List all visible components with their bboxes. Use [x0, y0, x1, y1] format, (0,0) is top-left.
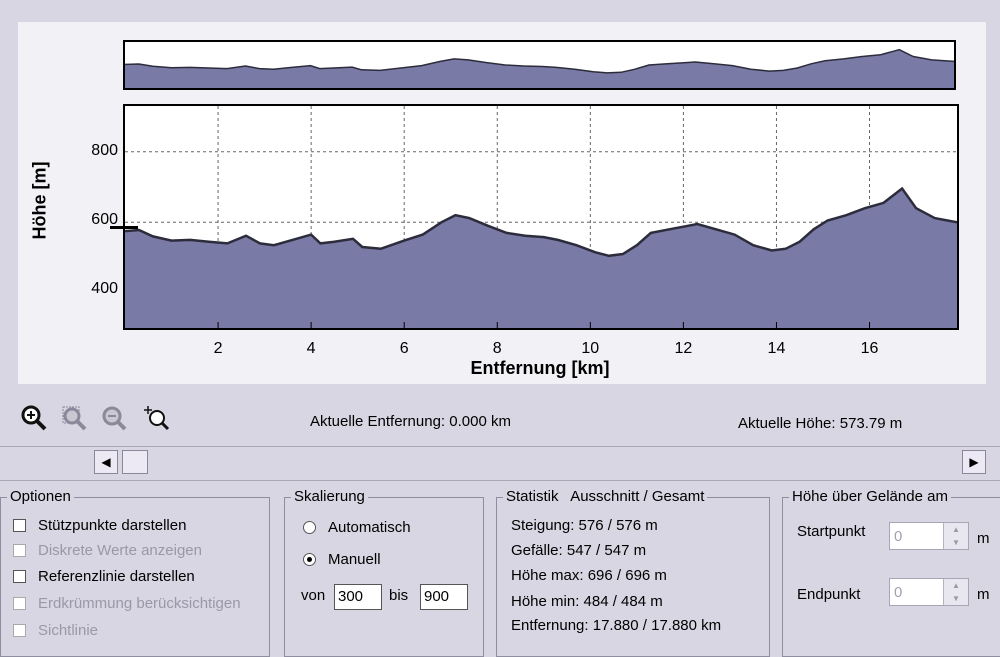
x-axis-label: Entfernung [km]	[470, 358, 610, 378]
radio-button[interactable]	[303, 520, 316, 534]
x-tick-label: 4	[306, 340, 316, 357]
option-label: Stützpunkte darstellen	[38, 516, 187, 534]
unit-label: m	[977, 586, 990, 603]
divider	[0, 480, 1000, 481]
option-discrete-values[interactable]: Diskrete Werte anzeigen	[13, 539, 202, 561]
overview-chart[interactable]	[123, 40, 956, 90]
option-show-vertices[interactable]: Stützpunkte darstellen	[13, 514, 186, 536]
ground-height-title: Höhe über Gelände am	[789, 488, 951, 505]
elevation-line	[125, 48, 954, 74]
scale-to-input[interactable]: 900	[420, 584, 468, 610]
end-height-spinner[interactable]: 0 ▲ ▼	[889, 578, 969, 606]
option-label: Diskrete Werte anzeigen	[38, 541, 202, 559]
option-line-of-sight[interactable]: Sichtlinie	[13, 619, 98, 641]
x-tick-label: 16	[860, 340, 879, 357]
checkbox[interactable]	[13, 569, 26, 583]
checkbox[interactable]	[13, 596, 26, 610]
spin-down-button[interactable]: ▼	[943, 592, 968, 605]
y-axis-label: Höhe [m]	[29, 161, 50, 240]
statistics-group: Statistik Ausschnitt / Gesamt Steigung: …	[496, 488, 770, 657]
ground-height-group: Höhe über Gelände am Startpunkt 0 ▲ ▼ m …	[782, 488, 1000, 657]
scroll-left-button[interactable]: ◀	[94, 450, 118, 474]
start-height-spinner[interactable]: 0 ▲ ▼	[889, 522, 969, 550]
option-label: Sichtlinie	[38, 621, 99, 639]
spin-up-button[interactable]: ▲	[943, 579, 968, 592]
zoom-fit-icon[interactable]	[142, 404, 170, 432]
option-label: Referenzlinie darstellen	[38, 567, 195, 585]
spinner-value: 0	[894, 584, 903, 601]
scroll-thumb[interactable]	[122, 450, 148, 474]
horizontal-scrollbar[interactable]: ◀ ▶	[94, 450, 988, 476]
radio-automatic[interactable]: Automatisch	[303, 516, 411, 538]
options-title: Optionen	[7, 488, 74, 505]
checkbox[interactable]	[13, 518, 26, 532]
unit-label: m	[977, 530, 990, 547]
radio-label: Automatisch	[328, 518, 411, 536]
x-tick-label: 12	[674, 340, 693, 357]
x-tick-label: 8	[492, 340, 502, 357]
end-label: Endpunkt	[797, 586, 861, 603]
zoom-out-icon[interactable]	[100, 404, 128, 432]
stat-min-height: Höhe min: 484 / 484 m	[511, 593, 663, 610]
zoom-in-icon[interactable]	[20, 404, 48, 432]
x-tick-label: 10	[581, 340, 600, 357]
options-group: Optionen Stützpunkte darstellen Diskrete…	[0, 488, 270, 657]
option-reference-line[interactable]: Referenzlinie darstellen	[13, 565, 195, 587]
statistics-title: Statistik Ausschnitt / Gesamt	[503, 488, 708, 505]
current-distance: Aktuelle Entfernung: 0.000 km	[310, 413, 511, 430]
scaling-group: Skalierung Automatisch Manuell von 300 b…	[284, 488, 484, 657]
from-label: von	[301, 587, 326, 604]
spinner-value: 0	[894, 528, 903, 545]
x-tick-label: 6	[399, 340, 409, 357]
spin-up-button[interactable]: ▲	[943, 523, 968, 536]
elevation-area	[125, 188, 957, 328]
to-label: bis	[389, 587, 409, 604]
zoom-area-icon[interactable]	[60, 404, 88, 432]
x-tick-label: 2	[213, 340, 223, 357]
radio-label: Manuell	[328, 550, 381, 568]
y-tick-label: 400	[91, 280, 118, 297]
stat-max-height: Höhe max: 696 / 696 m	[511, 567, 667, 584]
reference-marker	[110, 226, 138, 229]
divider	[0, 446, 1000, 447]
scaling-title: Skalierung	[291, 488, 368, 505]
option-label: Erdkrümmung berücksichtigen	[38, 594, 241, 612]
x-tick-label: 14	[767, 340, 786, 357]
elevation-area	[125, 49, 954, 88]
checkbox[interactable]	[13, 543, 26, 557]
start-label: Startpunkt	[797, 523, 866, 540]
checkbox[interactable]	[13, 623, 26, 637]
y-tick-label: 600	[91, 211, 118, 228]
elevation-chart[interactable]	[123, 104, 959, 330]
y-tick-label: 800	[91, 142, 118, 159]
radio-button[interactable]	[303, 552, 316, 566]
stat-ascent: Steigung: 576 / 576 m	[511, 517, 658, 534]
spin-down-button[interactable]: ▼	[943, 536, 968, 549]
stat-descent: Gefälle: 547 / 547 m	[511, 542, 647, 559]
option-earth-curvature[interactable]: Erdkrümmung berücksichtigen	[13, 592, 241, 614]
stat-distance: Entfernung: 17.880 / 17.880 km	[511, 617, 722, 634]
radio-manual[interactable]: Manuell	[303, 548, 381, 570]
current-height: Aktuelle Höhe: 573.79 m	[738, 415, 903, 432]
scroll-right-button[interactable]: ▶	[962, 450, 986, 474]
scale-from-input[interactable]: 300	[334, 584, 382, 610]
elevation-line	[125, 186, 957, 258]
